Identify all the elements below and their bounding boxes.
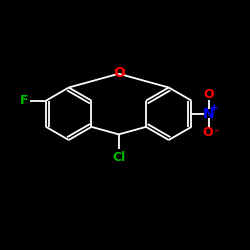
Text: Cl: Cl: [112, 150, 126, 164]
Text: O: O: [204, 88, 214, 101]
Text: O: O: [113, 66, 125, 80]
Text: F: F: [20, 94, 28, 107]
Text: O: O: [202, 126, 213, 140]
Text: +: +: [210, 103, 219, 113]
Text: ⁻: ⁻: [213, 128, 219, 138]
Text: N: N: [203, 107, 215, 121]
